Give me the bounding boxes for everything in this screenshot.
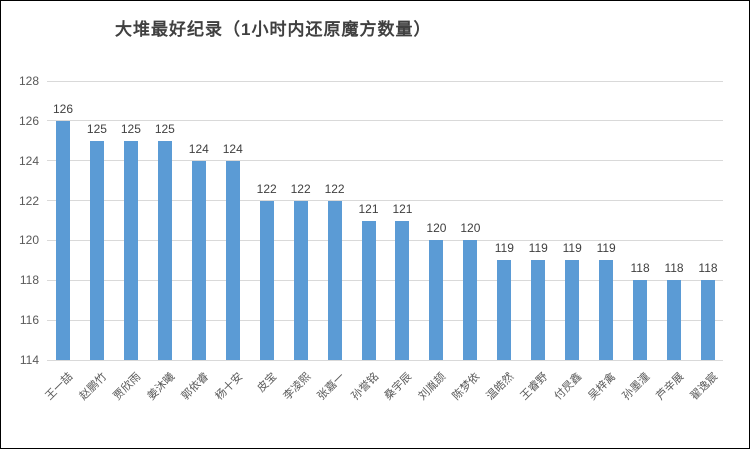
x-axis-category-label: 赵鹏竹 — [77, 370, 110, 403]
bar — [56, 120, 70, 360]
bar — [463, 240, 478, 360]
bar-value-label: 118 — [664, 261, 684, 276]
bar — [429, 240, 444, 360]
x-axis-category-label: 李凌熙 — [281, 370, 313, 403]
bar — [565, 260, 580, 360]
bar — [259, 200, 274, 360]
gridline — [47, 359, 723, 361]
y-axis-tick-label: 124 — [18, 153, 39, 168]
bar — [497, 260, 512, 360]
bar — [157, 140, 172, 360]
x-axis-category-label: 姜沐曦 — [145, 370, 178, 403]
bar — [633, 280, 648, 360]
bar — [191, 160, 206, 360]
gridline — [47, 120, 723, 122]
bar-value-label: 121 — [358, 201, 379, 216]
x-axis-category-label: 郭依睿 — [179, 370, 212, 403]
bar-value-label: 125 — [154, 121, 175, 136]
y-axis-tick-label: 120 — [18, 233, 39, 248]
bar — [225, 160, 240, 360]
bar-value-label: 121 — [392, 201, 413, 216]
bar-value-label: 124 — [222, 141, 243, 156]
bar-value-label: 120 — [460, 221, 481, 236]
bar — [293, 200, 308, 360]
bar-value-label: 122 — [290, 181, 311, 196]
bar — [361, 220, 376, 360]
bar — [599, 260, 614, 360]
x-axis-category-label: 桑宇辰 — [382, 370, 415, 403]
bar — [123, 140, 138, 360]
x-axis-category-label: 孙墨潼 — [620, 370, 653, 403]
chart-title: 大堆最好纪录（1小时内还原魔方数量） — [115, 20, 432, 39]
bar — [667, 280, 682, 360]
bar — [701, 280, 715, 360]
x-axis-category-label: 王睿野 — [518, 370, 551, 403]
bar-value-label: 126 — [52, 101, 74, 116]
bar-value-label: 125 — [120, 121, 141, 136]
x-axis-category-label: 刘胤颉 — [416, 370, 449, 403]
bar-value-label: 124 — [188, 141, 209, 156]
x-axis-category-label: 张嘉一 — [315, 370, 347, 403]
bar-value-label: 122 — [256, 181, 277, 196]
bar-value-label: 118 — [630, 261, 650, 276]
x-axis-category-label: 翟逸宸 — [688, 370, 721, 403]
x-axis-category-label: 付昃鑫 — [552, 370, 585, 403]
gridline — [47, 200, 723, 202]
x-axis-category-label: 吴梓禽 — [586, 370, 619, 403]
y-axis-tick-label: 126 — [18, 113, 39, 128]
bar-value-label: 119 — [528, 241, 548, 256]
y-axis-tick-label: 116 — [19, 313, 39, 328]
bar-value-label: 119 — [596, 241, 616, 256]
x-axis-category-label: 陈梦依 — [450, 370, 483, 403]
gridline — [47, 80, 723, 82]
bar-value-label: 122 — [324, 181, 345, 196]
bar — [89, 140, 104, 360]
bar-value-label: 119 — [562, 241, 582, 256]
bar-value-label: 119 — [494, 241, 514, 256]
bar — [327, 200, 342, 360]
bar — [395, 220, 410, 360]
gridline — [47, 239, 723, 241]
x-axis-category-label: 皮宝 — [254, 370, 279, 395]
x-axis-category-label: 王一喆 — [43, 370, 76, 403]
bar-value-label: 118 — [698, 261, 718, 276]
y-axis-tick-label: 128 — [18, 74, 39, 88]
y-axis-tick-label: 118 — [19, 273, 39, 288]
gridline — [47, 279, 723, 281]
x-axis-category-label: 贾欣雨 — [111, 370, 144, 403]
bar-value-label: 120 — [426, 221, 447, 236]
y-axis-tick-label: 122 — [18, 193, 39, 208]
y-axis-tick-label: 114 — [19, 353, 39, 367]
x-axis-category-label: 温皓然 — [484, 370, 517, 403]
bar-value-label: 125 — [86, 121, 107, 136]
x-axis-category-label: 杨十安 — [213, 370, 245, 403]
x-axis-category-label: 芦辛展 — [654, 370, 687, 403]
bar — [531, 260, 546, 360]
gridline — [47, 160, 723, 162]
x-axis-category-label: 孙誉铭 — [348, 370, 381, 403]
gridline — [47, 319, 723, 321]
